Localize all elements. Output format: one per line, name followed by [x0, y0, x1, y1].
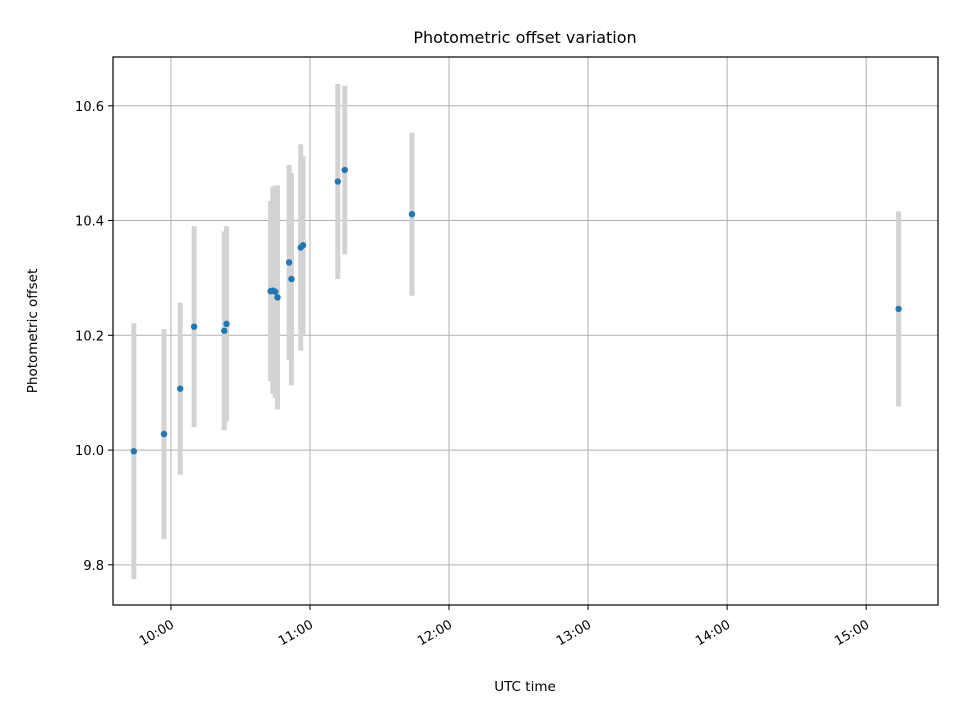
data-point [341, 166, 348, 174]
data-point [223, 320, 230, 328]
data-point [895, 305, 902, 313]
data-point [221, 327, 228, 334]
y-axis: 9.8 10.0 10.2 10.4 10.6 [75, 100, 113, 574]
data-point [190, 323, 198, 330]
data-point [177, 385, 184, 392]
data-point [272, 288, 279, 295]
data-layer [130, 83, 902, 580]
chart-title: Photometric offset variation [413, 28, 636, 47]
y-tick-label: 10.2 [75, 329, 104, 344]
y-axis-label: Photometric offset [25, 269, 41, 393]
data-point [408, 211, 416, 218]
data-point [160, 430, 168, 438]
x-axis-label: UTC time [494, 679, 556, 695]
data-point [334, 178, 341, 185]
y-tick-label: 10.4 [75, 215, 104, 230]
data-point [299, 242, 307, 249]
data-point [288, 275, 295, 283]
data-point [274, 294, 281, 301]
data-point [285, 259, 293, 266]
y-tick-label: 9.8 [83, 559, 104, 574]
data-point [130, 448, 138, 455]
y-tick-label: 10.0 [75, 444, 104, 459]
y-tick-label: 10.6 [75, 100, 104, 115]
plot-frame [112, 56, 939, 606]
grid [113, 57, 938, 605]
